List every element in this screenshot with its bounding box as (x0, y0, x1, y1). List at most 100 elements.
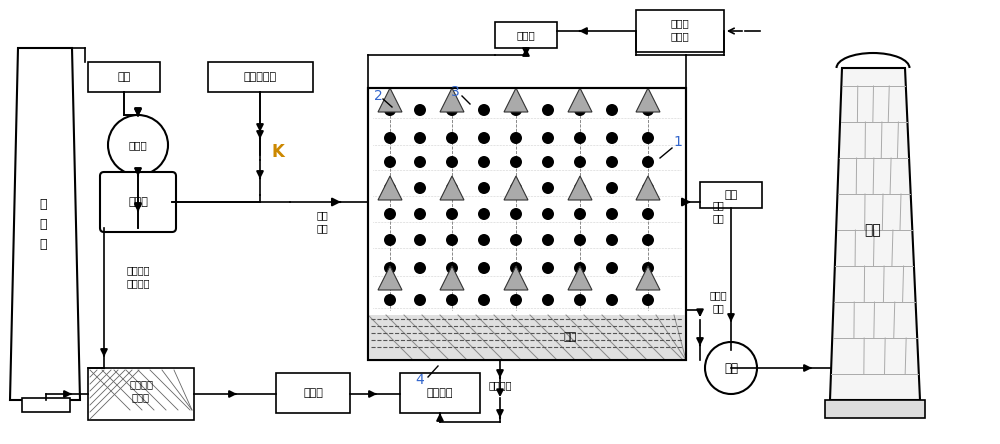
Text: 烟气: 烟气 (712, 200, 724, 210)
Circle shape (108, 115, 168, 175)
Bar (368, 315, 686, 360)
Text: 1: 1 (674, 135, 682, 149)
Circle shape (574, 234, 586, 246)
Circle shape (510, 208, 522, 220)
FancyBboxPatch shape (100, 172, 176, 232)
Circle shape (510, 132, 522, 144)
Text: 2: 2 (374, 89, 382, 103)
Circle shape (478, 182, 490, 194)
Circle shape (384, 262, 396, 274)
Text: 出口: 出口 (712, 303, 724, 313)
Circle shape (606, 104, 618, 116)
Polygon shape (568, 266, 592, 290)
Circle shape (478, 294, 490, 306)
Circle shape (510, 156, 522, 168)
Circle shape (542, 156, 554, 168)
Circle shape (478, 208, 490, 220)
Text: 氧化剂: 氧化剂 (671, 18, 689, 28)
Circle shape (642, 104, 654, 116)
Polygon shape (568, 176, 592, 200)
Bar (400, 373, 480, 413)
Circle shape (478, 156, 490, 168)
Text: 出口: 出口 (712, 213, 724, 223)
Text: 循环液: 循环液 (709, 290, 727, 300)
Bar (825, 400, 925, 418)
Circle shape (542, 294, 554, 306)
Circle shape (384, 294, 396, 306)
Text: 萘发结晶: 萘发结晶 (129, 379, 153, 389)
Text: 入口: 入口 (316, 223, 328, 233)
Circle shape (414, 294, 426, 306)
Circle shape (642, 132, 654, 144)
Circle shape (414, 262, 426, 274)
Circle shape (642, 234, 654, 246)
Circle shape (478, 262, 490, 274)
Text: 4: 4 (416, 373, 424, 387)
Bar (22, 398, 70, 412)
Circle shape (510, 104, 522, 116)
Bar (88, 368, 194, 420)
Circle shape (574, 132, 586, 144)
Circle shape (542, 208, 554, 220)
Polygon shape (504, 176, 528, 200)
Polygon shape (504, 266, 528, 290)
Circle shape (606, 234, 618, 246)
Text: 利用系统: 利用系统 (126, 278, 150, 288)
Polygon shape (440, 88, 464, 112)
Circle shape (446, 294, 458, 306)
Bar (276, 373, 350, 413)
Polygon shape (636, 266, 660, 290)
Circle shape (606, 208, 618, 220)
Circle shape (542, 234, 554, 246)
Polygon shape (440, 176, 464, 200)
Bar (368, 88, 686, 360)
Circle shape (446, 208, 458, 220)
Text: 烟囱: 烟囱 (865, 223, 881, 237)
Polygon shape (378, 266, 402, 290)
Text: 产物出口: 产物出口 (488, 380, 512, 390)
Polygon shape (378, 88, 402, 112)
Polygon shape (10, 48, 80, 400)
Circle shape (478, 132, 490, 144)
Circle shape (414, 182, 426, 194)
Circle shape (542, 182, 554, 194)
Circle shape (574, 208, 586, 220)
Circle shape (384, 182, 396, 194)
Circle shape (606, 182, 618, 194)
Circle shape (478, 104, 490, 116)
Text: 风机: 风机 (724, 361, 738, 374)
Text: 烟道: 烟道 (117, 72, 131, 82)
Circle shape (414, 156, 426, 168)
Circle shape (384, 104, 396, 116)
Circle shape (542, 132, 554, 144)
Circle shape (446, 156, 458, 168)
Circle shape (574, 104, 586, 116)
Circle shape (384, 208, 396, 220)
Circle shape (642, 294, 654, 306)
Circle shape (606, 156, 618, 168)
Polygon shape (378, 176, 402, 200)
Circle shape (446, 182, 458, 194)
Circle shape (574, 262, 586, 274)
Circle shape (446, 234, 458, 246)
Text: 器: 器 (39, 238, 47, 251)
Circle shape (574, 182, 586, 194)
Polygon shape (830, 68, 920, 400)
Circle shape (446, 104, 458, 116)
Polygon shape (636, 176, 660, 200)
Text: 3: 3 (451, 85, 459, 99)
Circle shape (478, 234, 490, 246)
Circle shape (446, 132, 458, 144)
Circle shape (510, 294, 522, 306)
Text: K: K (272, 143, 284, 161)
Polygon shape (568, 88, 592, 112)
Text: 燃: 燃 (39, 198, 47, 211)
Circle shape (414, 234, 426, 246)
Polygon shape (636, 88, 660, 112)
Text: 中和塔: 中和塔 (303, 388, 323, 398)
Circle shape (510, 182, 522, 194)
Text: 烟道: 烟道 (724, 190, 738, 200)
Circle shape (606, 294, 618, 306)
Circle shape (642, 262, 654, 274)
Circle shape (606, 132, 618, 144)
